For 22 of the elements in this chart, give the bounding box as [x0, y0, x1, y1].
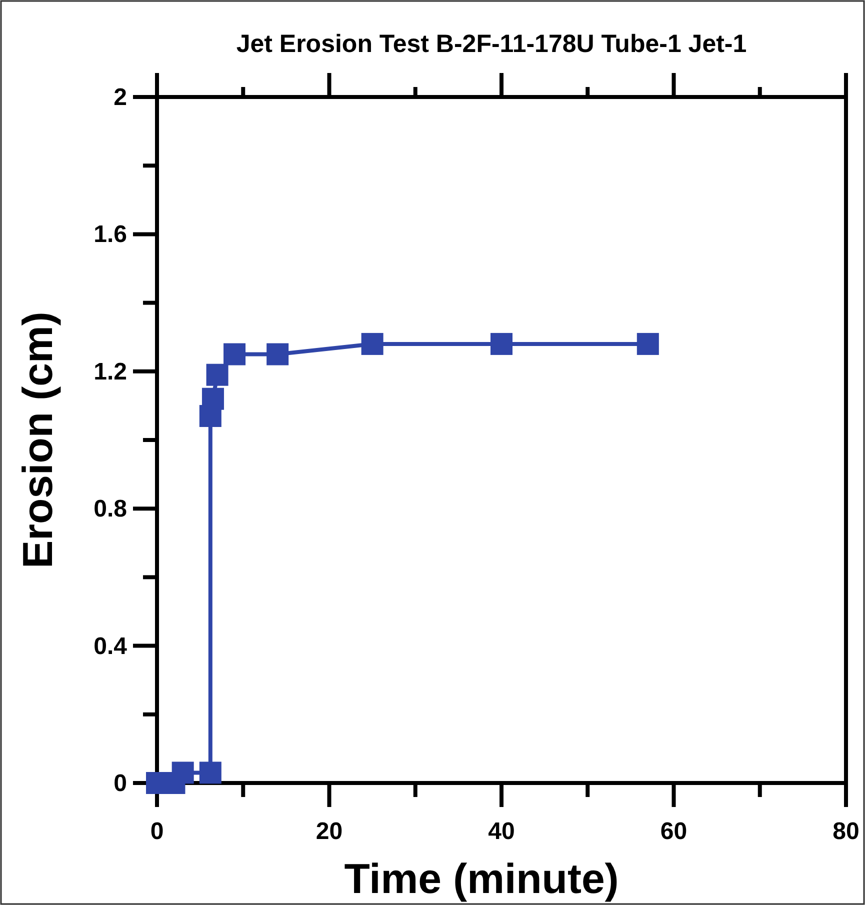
point	[636, 332, 659, 355]
point	[490, 332, 512, 355]
point	[202, 388, 224, 410]
y-tick-label: 0.8	[94, 496, 127, 523]
point	[224, 343, 246, 366]
y-axis-title: Erosion (cm)	[14, 312, 61, 568]
point	[206, 364, 228, 386]
y-tick-label: 1.2	[94, 358, 127, 386]
x-tick-label: 0	[150, 818, 164, 845]
y-tick-label: 0	[114, 770, 127, 797]
x-tick-label: 20	[316, 818, 343, 845]
x-axis-title: Time (minute)	[344, 855, 619, 902]
point	[199, 762, 222, 784]
point	[361, 332, 384, 355]
y-tick-label: 1.6	[94, 221, 127, 248]
x-tick-label: 40	[488, 818, 515, 845]
chart-title: Jet Erosion Test B-2F-11-178U Tube-1 Jet-1	[236, 30, 747, 58]
x-tick-label: 80	[832, 818, 860, 845]
point	[266, 343, 289, 366]
y-tick-label: 2	[114, 84, 127, 111]
x-tick-label: 60	[660, 818, 688, 845]
y-tick-label: 0.4	[94, 632, 128, 660]
